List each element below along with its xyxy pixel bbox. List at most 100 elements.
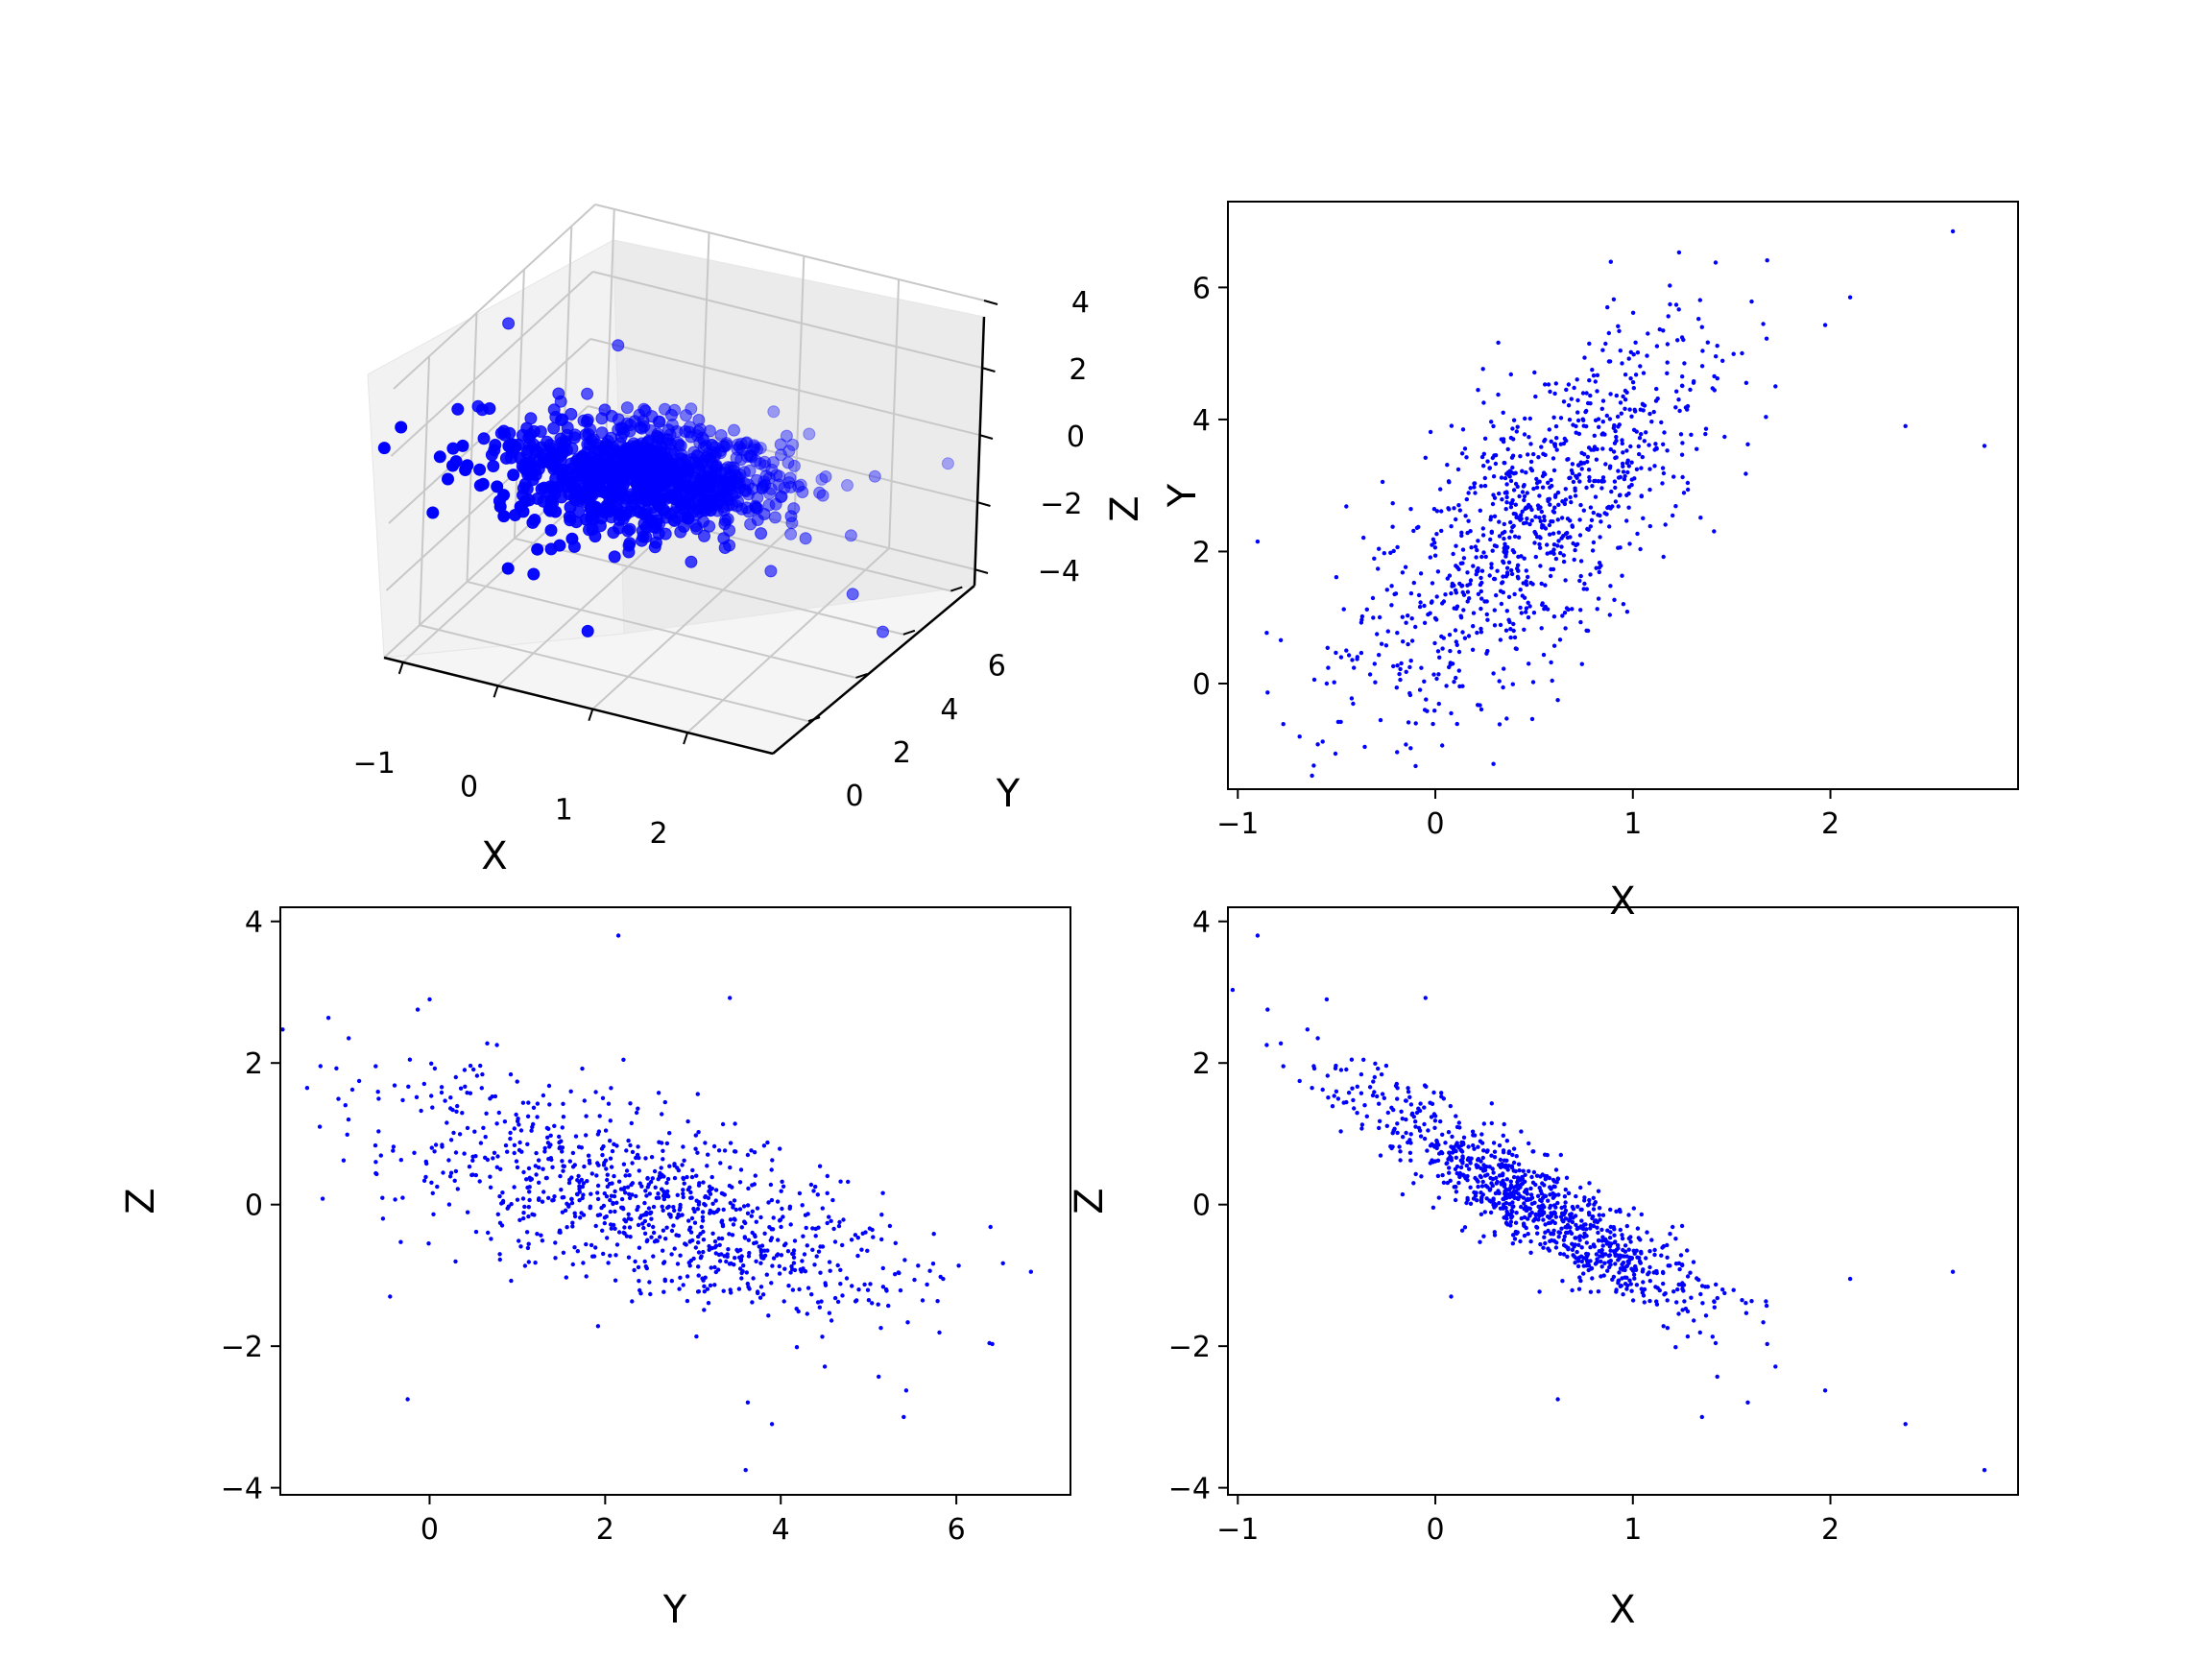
scatter-point xyxy=(1490,1183,1496,1189)
scatter-point xyxy=(757,1295,763,1300)
scatter-point xyxy=(1428,1161,1433,1166)
scatter-point xyxy=(1310,773,1314,779)
scatter-point xyxy=(1547,1175,1552,1181)
scatter-point xyxy=(1556,530,1561,535)
scatter-point xyxy=(1600,1235,1605,1239)
scatter-point xyxy=(853,1233,858,1238)
scatter-point xyxy=(1761,322,1766,326)
scatter-point xyxy=(693,1245,698,1250)
scatter-point xyxy=(508,1071,514,1077)
scatter-point xyxy=(1434,617,1439,622)
scatter-point xyxy=(1400,1117,1406,1121)
scatter-point xyxy=(666,1194,671,1199)
scatter-point xyxy=(455,1103,460,1109)
scatter-point xyxy=(741,1263,746,1268)
scatter-point xyxy=(1436,672,1441,677)
scatter-point xyxy=(1255,933,1261,938)
scatter-point-3d xyxy=(794,478,807,492)
scatter-point xyxy=(1230,987,1236,993)
scatter-point xyxy=(1399,1109,1404,1115)
scatter-point xyxy=(575,1178,580,1183)
scatter-point xyxy=(1491,423,1496,429)
scatter-point xyxy=(1447,633,1453,637)
scatter-point xyxy=(701,1180,706,1185)
scatter-point xyxy=(1549,439,1553,444)
scatter-point xyxy=(1388,1143,1393,1149)
scatter-point xyxy=(1545,542,1550,547)
scatter-point xyxy=(1599,519,1603,524)
scatter-point xyxy=(1572,385,1576,391)
scatter-point xyxy=(1644,1256,1648,1261)
scatter-point xyxy=(868,1282,873,1286)
scatter-point xyxy=(280,1027,285,1032)
scatter-point xyxy=(1600,398,1606,403)
scatter-point xyxy=(1585,526,1590,532)
scatter-point xyxy=(558,1173,563,1179)
scatter-point xyxy=(478,1141,484,1145)
scatter-point xyxy=(455,1187,460,1191)
scatter-point xyxy=(1573,1261,1577,1265)
scatter-point xyxy=(713,1251,718,1256)
scatter-point xyxy=(1607,417,1613,421)
scatter-point xyxy=(1587,1197,1592,1203)
scatter-point-3d xyxy=(456,439,469,452)
scatter-point xyxy=(517,1140,522,1145)
scatter-point xyxy=(400,1097,405,1103)
scatter-point xyxy=(1695,446,1699,451)
scatter-point xyxy=(1488,537,1493,542)
scatter-point xyxy=(1764,336,1769,341)
scatter-point xyxy=(433,1142,439,1147)
scatter-point xyxy=(668,1213,673,1217)
scatter-point-3d xyxy=(395,421,408,434)
scatter-point xyxy=(1593,1262,1599,1266)
scatter-point xyxy=(1492,1149,1498,1154)
scatter-point xyxy=(548,1133,553,1139)
scatter-point xyxy=(1628,1235,1633,1239)
scatter-point xyxy=(1606,359,1612,364)
scatter-point-3d xyxy=(641,436,655,448)
scatter-point xyxy=(1418,1101,1423,1106)
scatter-point xyxy=(1556,502,1561,507)
scatter-point xyxy=(830,1197,835,1203)
scatter-point xyxy=(1454,1184,1458,1190)
scatter-point xyxy=(561,1164,565,1168)
scatter-point xyxy=(1453,1166,1458,1172)
scatter-point xyxy=(1447,1170,1452,1175)
scatter-point xyxy=(1556,1192,1561,1197)
scatter-point xyxy=(1638,1238,1643,1242)
scatter-point-3d xyxy=(783,471,797,485)
scatter-point xyxy=(1722,434,1727,440)
scatter-point xyxy=(661,1228,666,1233)
points-xz xyxy=(1230,933,1987,1473)
scatter-point xyxy=(1510,426,1515,431)
scatter-point-3d xyxy=(868,469,881,483)
scatter-point xyxy=(1417,687,1423,692)
scatter-point xyxy=(1555,698,1560,703)
scatter-point xyxy=(665,1189,670,1194)
scatter-point xyxy=(1561,553,1567,558)
scatter-point xyxy=(1558,550,1563,556)
scatter-point xyxy=(1685,407,1690,412)
scatter-point xyxy=(1508,627,1513,632)
scatter-point xyxy=(1482,1210,1488,1214)
scatter-point xyxy=(835,1299,841,1305)
scatter-point xyxy=(1380,479,1385,485)
scatter-point xyxy=(613,1278,618,1283)
scatter-point xyxy=(644,1193,649,1198)
scatter-point xyxy=(1504,545,1510,550)
scatter-point xyxy=(1382,1095,1387,1101)
scatter-point xyxy=(1522,595,1527,600)
scatter-point xyxy=(441,1170,445,1175)
scatter-point xyxy=(802,1252,807,1257)
scatter-point xyxy=(1567,475,1572,481)
axes-frame-xz xyxy=(1227,906,2019,1496)
scatter-point xyxy=(1491,671,1496,676)
scatter-point xyxy=(1432,1114,1438,1118)
scatter-point xyxy=(870,1301,875,1306)
scatter-point xyxy=(1618,1227,1623,1233)
scatter-point xyxy=(696,1289,701,1294)
scatter-point xyxy=(525,1185,530,1190)
scatter-point xyxy=(1485,617,1490,622)
scatter-point xyxy=(669,1279,674,1284)
scatter-point xyxy=(1695,1276,1699,1281)
